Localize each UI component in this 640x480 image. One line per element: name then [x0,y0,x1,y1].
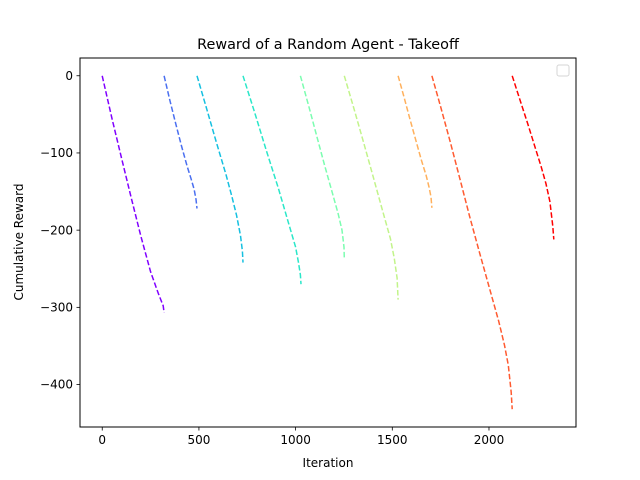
x-axis-label: Iteration [303,456,354,470]
plot-frame [79,57,577,428]
chart-title: Reward of a Random Agent - Takeoff [197,37,460,53]
x-tick-label: 500 [187,433,210,447]
y-axis-label: Cumulative Reward [12,184,26,301]
x-tick-label: 2000 [474,433,505,447]
series-line-6 [343,75,399,300]
series-line-1 [101,75,165,313]
series-line-2 [163,75,198,209]
plot-content [101,75,555,410]
legend-box [556,64,570,77]
x-tick-label: 1000 [280,433,311,447]
series-line-3 [196,75,244,263]
y-tick-label: −300 [40,301,73,315]
x-tick-label: 1500 [377,433,408,447]
y-tick-label: −100 [40,146,73,160]
x-tick-label: 0 [98,433,106,447]
series-line-5 [299,75,346,259]
axis-ticks: 0 500 1000 1500 2000 0 −100 −200 −300 −400 [40,69,504,447]
y-tick-label: −400 [40,378,73,392]
y-tick-label: 0 [65,69,73,83]
legend [556,64,570,77]
series-line-7 [397,75,433,208]
series-line-4 [242,75,302,285]
series-line-9 [511,75,555,240]
series-line-8 [431,75,513,410]
y-tick-label: −200 [40,223,73,237]
